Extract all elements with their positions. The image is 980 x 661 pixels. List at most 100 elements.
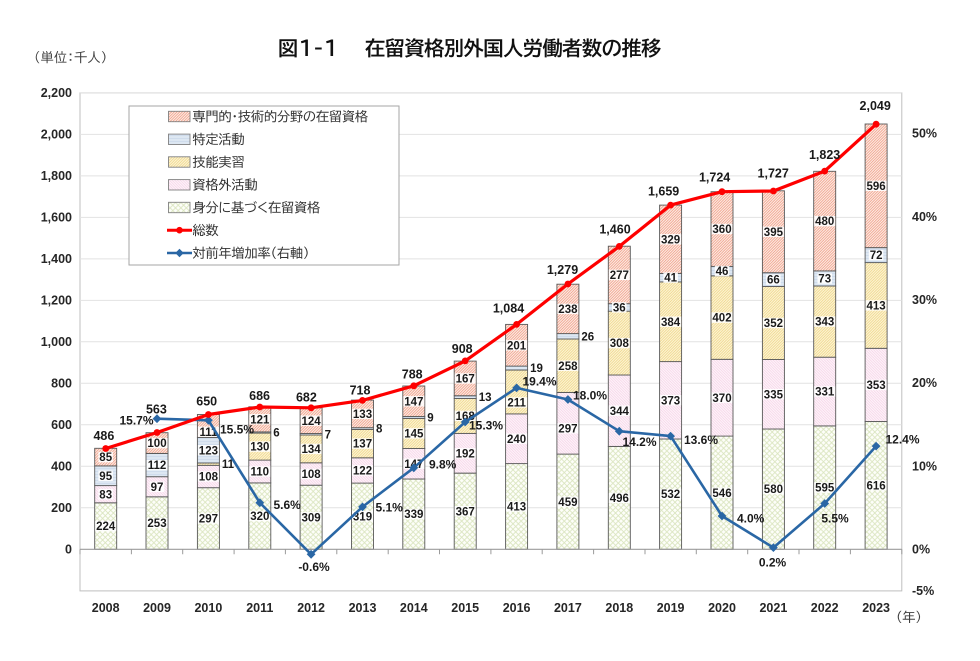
svg-text:122: 122: [353, 466, 372, 478]
svg-text:2021: 2021: [759, 601, 787, 615]
svg-text:309: 309: [302, 512, 321, 524]
svg-text:46: 46: [716, 266, 729, 278]
svg-text:20%: 20%: [912, 376, 937, 390]
svg-text:9.8%: 9.8%: [429, 458, 457, 472]
svg-text:331: 331: [815, 387, 835, 399]
svg-text:0: 0: [65, 543, 72, 557]
svg-text:596: 596: [867, 181, 886, 193]
svg-text:19.4%: 19.4%: [523, 375, 557, 389]
svg-text:1,724: 1,724: [699, 170, 730, 184]
svg-text:1,727: 1,727: [758, 167, 789, 181]
svg-text:1,000: 1,000: [41, 335, 72, 349]
svg-text:167: 167: [456, 374, 475, 386]
svg-text:85: 85: [99, 452, 112, 464]
svg-text:11: 11: [222, 459, 235, 471]
svg-text:459: 459: [558, 497, 577, 509]
svg-text:2013: 2013: [349, 601, 377, 615]
svg-text:5.5%: 5.5%: [821, 512, 849, 526]
svg-text:395: 395: [764, 227, 784, 239]
svg-text:329: 329: [661, 234, 680, 246]
svg-text:800: 800: [51, 377, 72, 391]
svg-text:0%: 0%: [912, 543, 930, 557]
svg-text:413: 413: [507, 502, 526, 514]
svg-text:83: 83: [99, 489, 112, 501]
svg-text:370: 370: [712, 393, 731, 405]
svg-text:600: 600: [51, 418, 72, 432]
svg-text:2022: 2022: [811, 601, 839, 615]
svg-text:353: 353: [867, 380, 886, 392]
svg-text:686: 686: [249, 389, 270, 403]
svg-text:616: 616: [867, 481, 886, 493]
svg-text:147: 147: [404, 396, 423, 408]
svg-text:2020: 2020: [708, 601, 736, 615]
svg-text:486: 486: [93, 429, 114, 443]
svg-text:1,200: 1,200: [41, 294, 72, 308]
svg-text:72: 72: [870, 250, 883, 262]
svg-text:496: 496: [610, 493, 629, 505]
svg-text:253: 253: [147, 518, 166, 530]
svg-text:110: 110: [251, 467, 270, 479]
svg-text:1,659: 1,659: [648, 185, 679, 199]
svg-text:1,600: 1,600: [41, 211, 72, 225]
svg-text:100: 100: [147, 438, 166, 450]
svg-text:30%: 30%: [912, 293, 937, 307]
svg-text:563: 563: [146, 403, 167, 417]
svg-text:5.6%: 5.6%: [274, 498, 302, 512]
svg-text:200: 200: [51, 501, 72, 515]
svg-text:15.7%: 15.7%: [119, 414, 153, 428]
svg-text:320: 320: [250, 511, 269, 523]
svg-text:367: 367: [456, 506, 475, 518]
svg-text:344: 344: [610, 406, 630, 418]
svg-text:682: 682: [296, 391, 317, 405]
svg-text:8: 8: [376, 424, 383, 436]
svg-text:133: 133: [353, 409, 372, 421]
svg-text:360: 360: [712, 224, 731, 236]
svg-text:595: 595: [815, 483, 835, 495]
svg-text:2018: 2018: [605, 601, 633, 615]
svg-text:2,049: 2,049: [860, 99, 891, 113]
svg-text:95: 95: [99, 471, 112, 483]
svg-text:15.3%: 15.3%: [469, 419, 503, 433]
svg-text:14.2%: 14.2%: [623, 435, 657, 449]
svg-text:1,460: 1,460: [599, 222, 630, 236]
svg-text:308: 308: [610, 338, 630, 350]
svg-text:373: 373: [661, 395, 680, 407]
svg-text:2019: 2019: [657, 601, 685, 615]
svg-text:130: 130: [250, 442, 269, 454]
svg-text:-5%: -5%: [912, 584, 934, 598]
svg-text:121: 121: [250, 414, 270, 426]
svg-text:240: 240: [507, 434, 526, 446]
svg-text:137: 137: [353, 439, 372, 451]
svg-text:718: 718: [350, 383, 371, 397]
svg-text:2011: 2011: [246, 601, 273, 615]
svg-text:238: 238: [558, 304, 578, 316]
svg-text:0.2%: 0.2%: [759, 556, 787, 570]
svg-text:124: 124: [302, 416, 322, 428]
svg-text:134: 134: [302, 444, 322, 456]
svg-text:2012: 2012: [297, 601, 325, 615]
svg-text:402: 402: [712, 313, 731, 325]
svg-text:2023: 2023: [862, 601, 890, 615]
svg-text:2,200: 2,200: [41, 86, 72, 100]
svg-text:480: 480: [815, 216, 834, 228]
svg-text:650: 650: [196, 395, 217, 409]
svg-text:15.5%: 15.5%: [220, 423, 254, 437]
svg-text:18.0%: 18.0%: [573, 389, 607, 403]
svg-text:112: 112: [148, 460, 167, 472]
svg-text:1,084: 1,084: [493, 301, 524, 315]
svg-text:50%: 50%: [912, 127, 937, 141]
svg-text:13.6%: 13.6%: [684, 433, 718, 447]
svg-text:12.4%: 12.4%: [886, 433, 920, 447]
svg-text:66: 66: [767, 275, 780, 287]
svg-text:2,000: 2,000: [41, 128, 72, 142]
svg-text:1,400: 1,400: [41, 252, 72, 266]
svg-text:2016: 2016: [503, 601, 531, 615]
svg-text:73: 73: [818, 274, 831, 286]
svg-text:192: 192: [456, 448, 475, 460]
svg-text:123: 123: [199, 445, 218, 457]
svg-text:4.0%: 4.0%: [737, 512, 765, 526]
svg-text:339: 339: [404, 509, 423, 521]
svg-text:788: 788: [402, 368, 423, 382]
svg-text:10%: 10%: [912, 459, 937, 473]
svg-text:2008: 2008: [92, 601, 120, 615]
